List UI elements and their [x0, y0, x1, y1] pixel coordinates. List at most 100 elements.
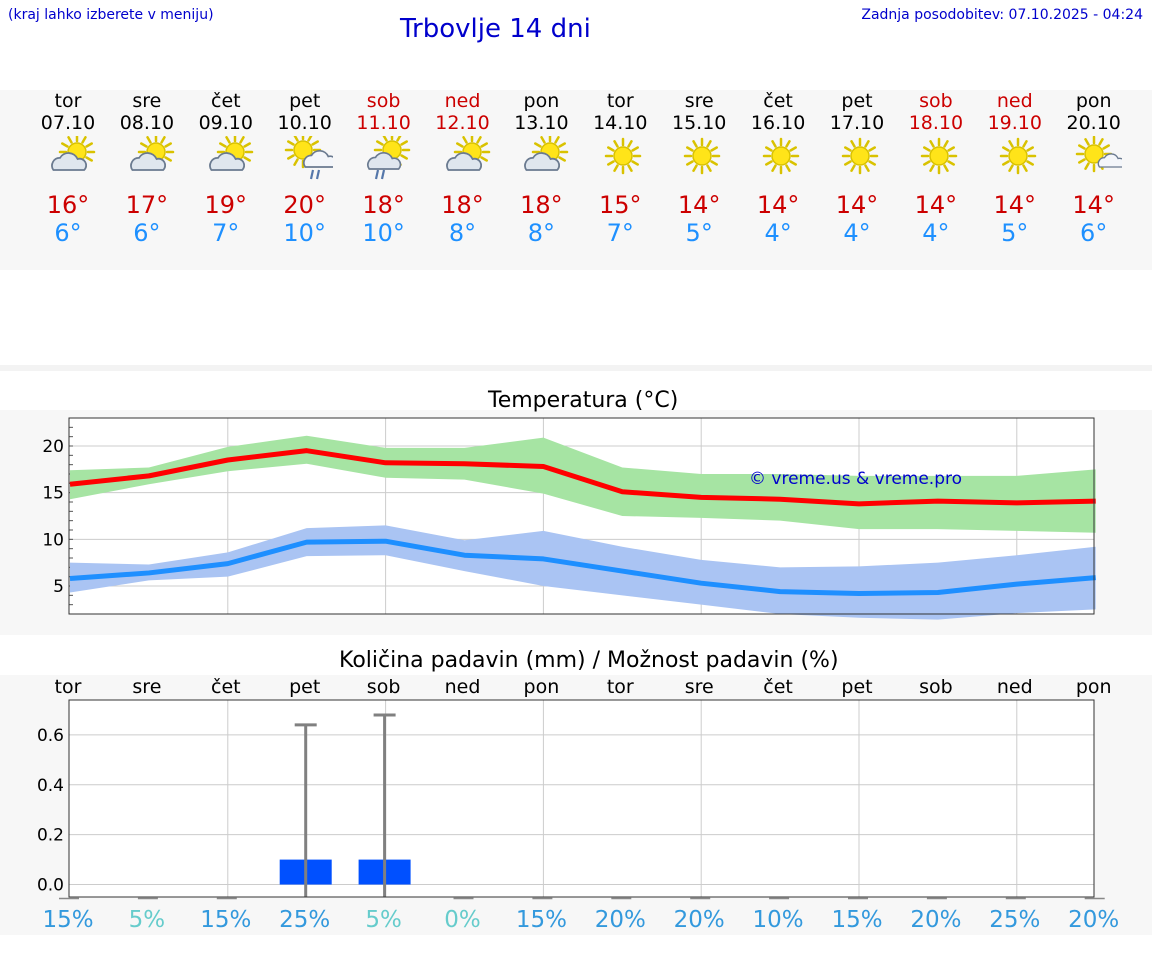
sun-ray	[864, 140, 870, 148]
min-temperature: 5°	[1001, 219, 1029, 247]
precip-probability: 20%	[674, 907, 725, 933]
sun-ray	[85, 142, 93, 148]
x-tick-label: ned	[445, 676, 481, 698]
sun-ray	[164, 156, 172, 162]
max-temperature: 14°	[1072, 191, 1115, 219]
last-update: Zadnja posodobitev: 07.10.2025 - 04:24	[861, 7, 1143, 23]
sun-shape	[920, 137, 958, 175]
precipitation-chart: tor sre čet pet sob ned pon tor sre čet pet sob ned p…	[37, 676, 1119, 933]
partly-cloudy-icon	[524, 136, 569, 171]
day-name: pet	[289, 90, 321, 112]
cloud-shape	[130, 152, 166, 171]
sun-ray	[613, 140, 620, 148]
sun-shape	[841, 137, 879, 175]
sun-disc	[1083, 144, 1104, 164]
day-name: sre	[132, 90, 162, 112]
sun-rain-cloud-icon	[284, 136, 333, 180]
sun-shape	[762, 137, 800, 175]
sun-ray	[1026, 160, 1034, 166]
day-date: 08.10	[119, 112, 175, 134]
sun-ray	[943, 164, 949, 172]
max-temperature: 18°	[441, 191, 484, 219]
min-temperature: 7°	[606, 219, 634, 247]
min-temperature: 4°	[764, 219, 792, 247]
max-temp-line	[69, 448, 1096, 507]
sun-ray	[139, 142, 148, 148]
cloud-shape	[208, 152, 245, 171]
watermark: © vreme.us & vreme.pro	[749, 469, 962, 489]
day-date: 12.10	[435, 112, 490, 134]
max-temperature: 17°	[125, 191, 169, 219]
x-tick-label: sre	[132, 676, 161, 698]
day-date: 07.10	[40, 112, 96, 134]
precip-probability: 5%	[365, 907, 402, 933]
sun-ray	[627, 140, 634, 148]
x-tick-label: pet	[841, 676, 872, 698]
sun-ray	[943, 140, 949, 148]
cloud-rain-sun-icon	[366, 136, 410, 180]
cloud-shape	[302, 149, 333, 168]
min-temperature: 8°	[527, 219, 556, 247]
precipitation-chart-title: Količina padavin (mm) / Možnost padavin …	[339, 648, 839, 673]
sun-ray	[613, 164, 620, 172]
cloud-shape	[524, 152, 561, 171]
sun-icon	[605, 137, 642, 175]
y-tick-label: 0.0	[37, 876, 64, 896]
sun-ray	[844, 160, 852, 166]
day-name: pet	[841, 90, 873, 112]
plot-frame	[68, 699, 1095, 898]
day-name: čet	[211, 90, 241, 112]
sun-ray	[1083, 138, 1090, 146]
x-tick-label: sob	[919, 676, 953, 698]
sun-ray	[306, 136, 313, 142]
min-temperature: 7°	[212, 219, 240, 247]
sun-ray	[850, 140, 856, 148]
plot-area	[69, 700, 1094, 897]
sun-ray	[947, 160, 955, 166]
sun-ray	[286, 154, 295, 160]
sun-ray	[461, 136, 468, 144]
sun-ray	[789, 146, 798, 152]
day-date: 15.10	[671, 112, 727, 134]
day-name: sre	[684, 90, 714, 112]
sun-small-cloud-icon	[1075, 136, 1122, 173]
sun-ray	[929, 140, 935, 148]
day-date: 10.10	[277, 112, 332, 134]
day-date: 16.10	[750, 112, 806, 134]
day-name: ned	[444, 90, 481, 112]
max-temperature: 14°	[756, 191, 800, 219]
max-temperature: 14°	[677, 191, 721, 219]
sun-ray	[692, 140, 698, 148]
sun-ray	[558, 156, 567, 162]
sun-ray	[239, 136, 245, 144]
sun-shape	[683, 137, 721, 175]
sun-icon	[999, 137, 1037, 175]
sun-ray	[286, 140, 295, 146]
max-temperature: 16°	[46, 191, 90, 219]
sun-ray	[627, 164, 634, 172]
x-tick-label: tor	[55, 676, 82, 698]
sun-ray	[81, 136, 87, 144]
cloud-body	[51, 152, 88, 171]
max-temp-range-band	[70, 435, 1096, 533]
day-name: pon	[1075, 90, 1112, 112]
x-tick-label: pet	[289, 676, 320, 698]
y-tick-label: 20	[42, 437, 64, 457]
sun-ray	[375, 140, 384, 146]
sun-disc	[929, 146, 949, 166]
cloud-shape	[1097, 153, 1122, 168]
sun-icon	[762, 137, 800, 175]
min-temperature: 5°	[685, 219, 713, 247]
x-tick-label: ned	[997, 676, 1033, 698]
sun-ray	[310, 140, 319, 146]
sun-ray	[868, 146, 876, 152]
sun-ray	[61, 142, 69, 148]
sun-ray	[922, 160, 931, 166]
min-temp-range-band	[70, 525, 1096, 620]
cloud-body	[302, 149, 333, 168]
x-tick-label: čet	[211, 676, 241, 698]
y-tick-label: 15	[42, 484, 64, 504]
sun-ray	[554, 136, 561, 144]
plot-frame	[68, 417, 1095, 615]
day-date: 11.10	[356, 112, 411, 134]
